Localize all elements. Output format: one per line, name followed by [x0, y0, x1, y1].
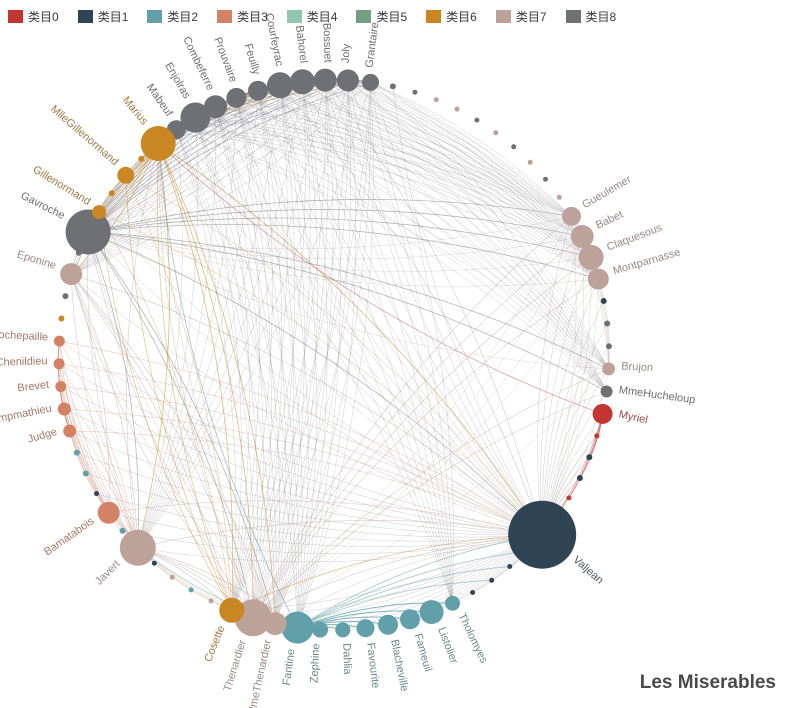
svg-text:Bamatabois: Bamatabois [42, 515, 97, 558]
svg-text:Favourite: Favourite [364, 642, 381, 689]
svg-text:Grantaire: Grantaire [363, 21, 381, 68]
svg-text:Javert: Javert [93, 558, 123, 588]
svg-text:Cochepaille: Cochepaille [0, 329, 48, 344]
svg-text:Tholomyes: Tholomyes [456, 611, 490, 665]
svg-text:Gueulemer: Gueulemer [580, 173, 633, 211]
svg-text:Eponine: Eponine [15, 249, 57, 272]
svg-text:Zephine: Zephine [308, 643, 322, 683]
svg-text:Champmathieu: Champmathieu [0, 403, 53, 429]
svg-text:Bossuet: Bossuet [320, 23, 333, 63]
svg-text:Dahlia: Dahlia [340, 643, 353, 675]
svg-text:Cosette: Cosette [202, 624, 227, 664]
svg-text:MmeHucheloup: MmeHucheloup [618, 384, 696, 406]
svg-text:Enjolras: Enjolras [162, 60, 193, 101]
svg-text:Thenardier: Thenardier [222, 638, 249, 693]
svg-text:Babet: Babet [594, 208, 625, 231]
svg-text:Fantine: Fantine [281, 648, 298, 686]
svg-text:Mabeuf: Mabeuf [144, 82, 175, 120]
svg-text:MlleGillenormand: MlleGillenormand [48, 103, 121, 168]
svg-text:Montparnasse: Montparnasse [612, 246, 682, 277]
svg-text:Judge: Judge [26, 426, 58, 446]
svg-text:Chenildieu: Chenildieu [0, 355, 48, 369]
svg-text:Valjean: Valjean [571, 554, 606, 587]
svg-text:Bahorel: Bahorel [293, 25, 309, 64]
svg-text:Joly: Joly [340, 43, 353, 64]
svg-text:Listolier: Listolier [435, 626, 460, 666]
svg-text:Claquesous: Claquesous [605, 222, 664, 254]
svg-text:Blacheville: Blacheville [388, 639, 410, 693]
svg-text:Gavroche: Gavroche [19, 190, 67, 222]
svg-text:Brevet: Brevet [17, 379, 50, 395]
svg-text:Fameuil: Fameuil [412, 632, 434, 673]
svg-text:Prouvaire: Prouvaire [211, 36, 239, 84]
svg-text:Myriel: Myriel [618, 409, 649, 427]
svg-text:Marius: Marius [120, 94, 151, 127]
svg-text:MmeThenardier: MmeThenardier [246, 638, 274, 708]
svg-text:Brujon: Brujon [621, 361, 653, 375]
svg-text:Feuilly: Feuilly [242, 42, 262, 76]
